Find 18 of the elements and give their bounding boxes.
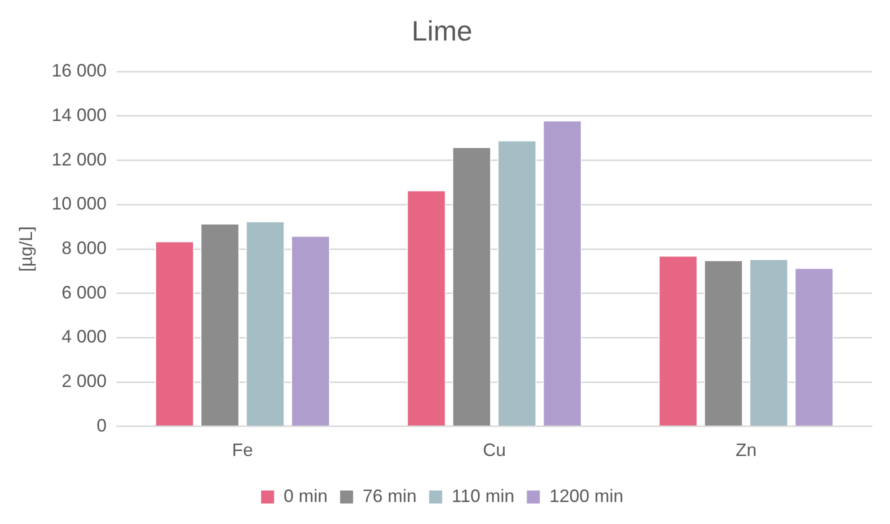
y-tick-label: 14 000 [52, 104, 107, 125]
chart-title: Lime [412, 16, 472, 47]
legend-label: 76 min [362, 486, 417, 506]
legend-label: 1200 min [549, 486, 624, 506]
legend-label: 0 min [284, 486, 328, 506]
y-tick-label: 0 [96, 415, 107, 436]
y-tick-label: 4 000 [62, 326, 107, 347]
x-tick-label: Fe [232, 440, 254, 460]
x-tick-label: Zn [736, 440, 757, 460]
y-tick-label: 16 000 [52, 60, 107, 81]
y-tick-label: 6 000 [62, 282, 107, 302]
y-tick-label: 12 000 [52, 149, 107, 170]
y-tick-label: 10 000 [52, 194, 107, 214]
x-tick-label: Cu [482, 440, 506, 460]
y-axis-title: [µg/L] [16, 226, 36, 272]
y-tick-label: 2 000 [62, 371, 107, 392]
legend-label: 110 min [452, 486, 514, 506]
y-tick-label: 8 000 [62, 238, 107, 258]
